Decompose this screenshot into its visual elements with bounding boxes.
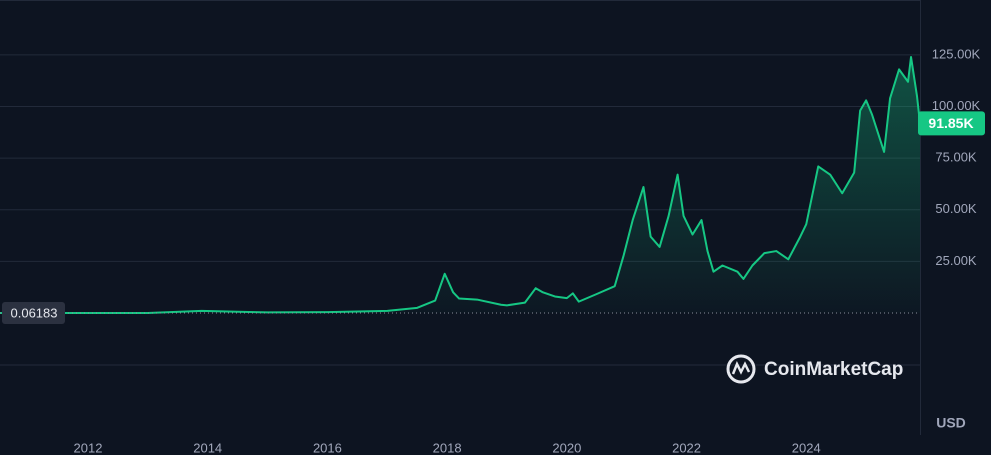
y-tick-label: 50.00K	[935, 201, 977, 216]
x-tick-label: 2016	[313, 440, 342, 455]
last-price-label: 91.85K	[928, 115, 973, 131]
price-line	[0, 55, 921, 314]
x-tick-label: 2018	[433, 440, 462, 455]
logo	[726, 354, 756, 384]
watermark-text: CoinMarketCap	[764, 359, 903, 380]
x-tick-label: 2022	[672, 440, 701, 455]
x-tick-label: 2014	[193, 440, 222, 455]
currency-label: USD	[936, 415, 966, 431]
last-price-badge	[918, 111, 985, 136]
y-tick-label: 75.00K	[935, 150, 977, 165]
start-price-badge	[2, 301, 65, 324]
x-tick-label: 2012	[74, 440, 103, 455]
y-tick-label: 25.00K	[935, 253, 977, 268]
logo-mark	[731, 360, 751, 375]
y-tick-label: 125.00K	[932, 46, 981, 61]
x-tick-label: 2024	[792, 440, 821, 455]
watermark: CoinMarketCap	[726, 354, 903, 384]
x-tick-label: 2020	[552, 440, 581, 455]
y-tick-label: 100.00K	[932, 98, 981, 113]
start-price-label: 0.06183	[11, 305, 58, 320]
area	[0, 56, 920, 313]
